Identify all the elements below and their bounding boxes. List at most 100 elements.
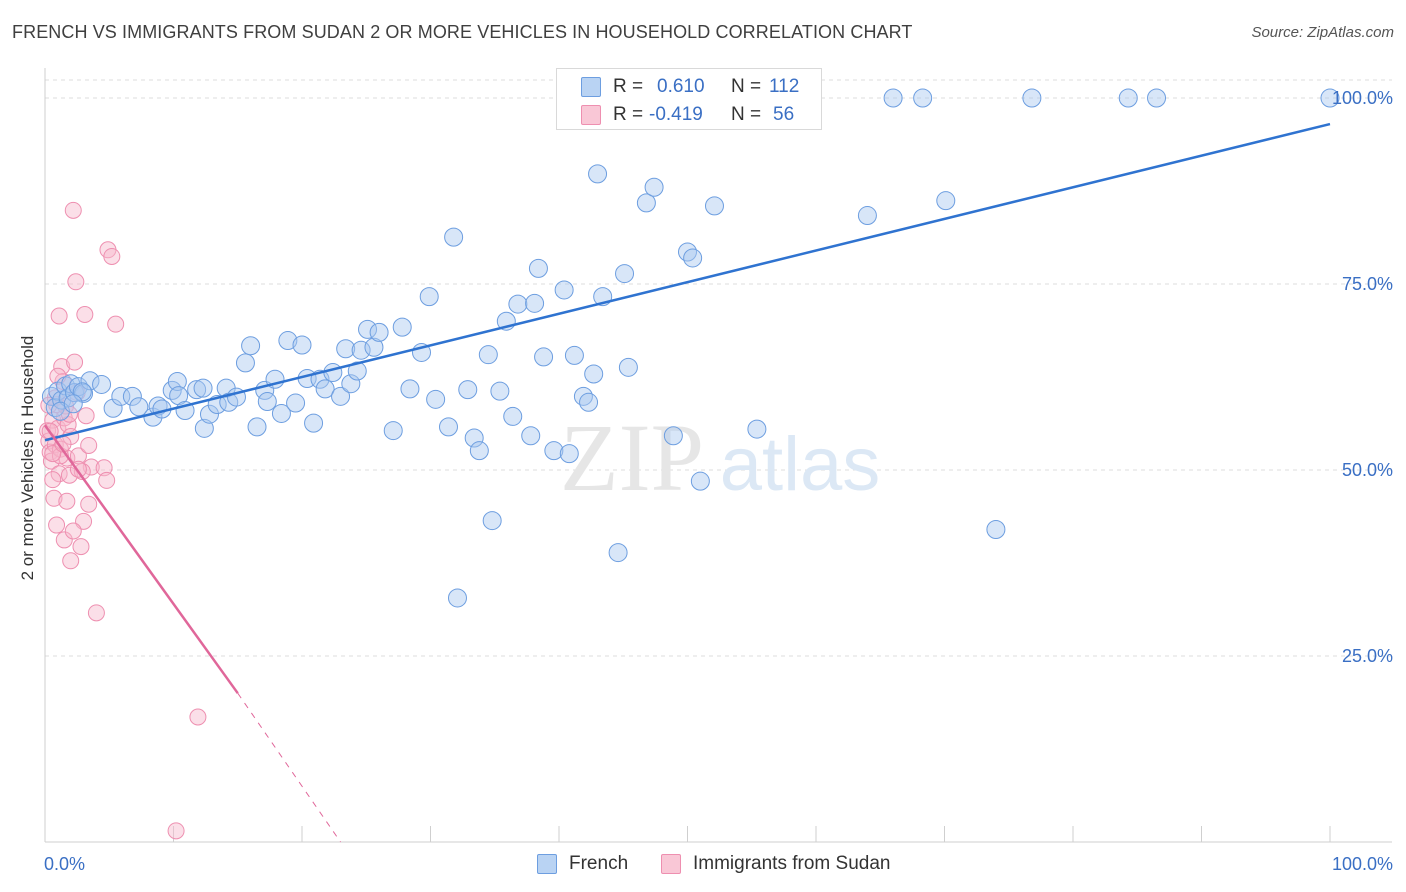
french-point — [167, 371, 187, 391]
french-point — [913, 88, 933, 108]
french-point — [129, 397, 149, 417]
sudan-point — [64, 522, 82, 540]
french-point — [678, 242, 697, 262]
sudan-point — [62, 552, 80, 570]
sudan-point — [82, 458, 100, 476]
sudan-point — [44, 471, 62, 489]
french-point — [482, 511, 502, 531]
french-point — [618, 357, 638, 377]
french-point — [588, 164, 608, 184]
sudan-r-label: R = — [613, 104, 644, 125]
french-point — [458, 380, 478, 400]
french-point — [194, 418, 214, 438]
french-point — [351, 340, 371, 360]
stats-legend: R = 0.610 N = 112 R = -0.419 N = 56 — [556, 68, 822, 130]
x-tick-label-max: 100.0% — [1332, 854, 1393, 874]
french-point — [193, 378, 213, 398]
french-point — [257, 392, 277, 412]
french-point — [45, 398, 65, 418]
sudan-n-value: 56 — [773, 104, 795, 125]
french-n-value: 112 — [769, 76, 800, 97]
sudan-point — [87, 604, 105, 622]
y-tick-label: 75.0% — [1342, 274, 1393, 294]
sudan-trendline-extension — [237, 692, 341, 843]
french-point — [1147, 88, 1167, 108]
french-point — [534, 347, 554, 367]
french-point — [584, 364, 604, 384]
french-point — [111, 386, 131, 406]
french-point — [447, 588, 467, 608]
french-point — [331, 386, 351, 406]
french-point — [464, 428, 484, 448]
french-point — [369, 322, 389, 342]
sudan-point — [67, 273, 85, 291]
french-point — [162, 380, 182, 400]
watermark-atlas: atlas — [720, 422, 881, 507]
sudan-point — [48, 516, 66, 534]
french-point — [1320, 88, 1340, 108]
french-r-label: R = — [613, 76, 644, 97]
french-point — [199, 404, 219, 424]
french-point — [80, 371, 100, 391]
french-point — [559, 444, 579, 464]
bottom-french-label: French — [569, 853, 629, 874]
french-point — [358, 319, 378, 339]
french-point — [747, 419, 767, 439]
french-point — [573, 386, 593, 406]
french-point — [503, 406, 523, 426]
x-tick-label-min: 0.0% — [44, 854, 85, 874]
sudan-point — [189, 708, 207, 726]
french-point — [478, 345, 498, 365]
french-points — [41, 88, 1340, 608]
french-point — [644, 177, 664, 197]
french-point — [579, 392, 599, 412]
french-point — [544, 441, 564, 461]
french-point — [336, 339, 356, 359]
french-trendline — [44, 122, 1331, 442]
french-point — [521, 426, 541, 446]
french-r-value: 0.610 — [657, 76, 705, 97]
sudan-point — [77, 407, 95, 425]
sudan-r-value: -0.419 — [649, 104, 703, 125]
sudan-point — [103, 247, 121, 265]
french-point — [690, 471, 710, 491]
sudan-point — [72, 538, 90, 556]
french-point — [122, 386, 142, 406]
french-point — [63, 394, 83, 414]
french-point — [392, 317, 412, 337]
french-point — [857, 206, 877, 226]
bottom-sudan-swatch — [661, 854, 681, 874]
sudan-point — [98, 471, 116, 489]
axis-layer — [44, 68, 1392, 843]
french-point — [426, 389, 446, 409]
source-label: Source: ZipAtlas.com — [1251, 24, 1394, 41]
french-point — [936, 191, 956, 211]
sudan-point — [66, 353, 84, 371]
french-point — [525, 293, 545, 313]
sudan-trendline — [43, 424, 239, 694]
french-point — [74, 383, 94, 403]
tick-label-layer: 25.0% 50.0% 75.0% 100.0% 0.0% 100.0% — [44, 88, 1393, 874]
french-point — [704, 196, 724, 216]
french-point — [41, 386, 61, 406]
french-point — [315, 379, 335, 399]
sudan-point — [80, 436, 98, 454]
french-point — [419, 287, 439, 307]
sudan-point — [107, 315, 125, 333]
y-tick-label: 50.0% — [1342, 460, 1393, 480]
french-point — [1118, 88, 1138, 108]
bottom-sudan-label: Immigrants from Sudan — [693, 853, 891, 874]
chart-title: FRENCH VS IMMIGRANTS FROM SUDAN 2 OR MOR… — [12, 22, 913, 42]
french-point — [986, 520, 1006, 540]
sudan-point — [95, 459, 113, 477]
french-point — [103, 398, 123, 418]
french-point — [438, 417, 458, 437]
french-point — [292, 335, 312, 355]
french-point — [341, 374, 361, 394]
french-point — [554, 280, 574, 300]
french-point — [241, 336, 261, 356]
french-point — [347, 361, 367, 381]
french-point — [490, 381, 510, 401]
y-tick-label: 100.0% — [1332, 88, 1393, 108]
french-swatch — [581, 77, 601, 97]
